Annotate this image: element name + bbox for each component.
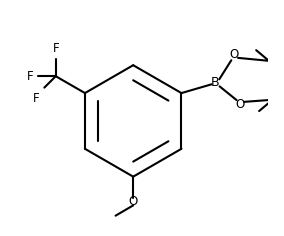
Text: O: O xyxy=(230,48,239,61)
Text: O: O xyxy=(235,98,245,111)
Text: O: O xyxy=(129,195,138,208)
Text: F: F xyxy=(33,92,40,105)
Text: B: B xyxy=(211,76,220,89)
Text: F: F xyxy=(27,70,34,83)
Text: F: F xyxy=(53,42,59,55)
